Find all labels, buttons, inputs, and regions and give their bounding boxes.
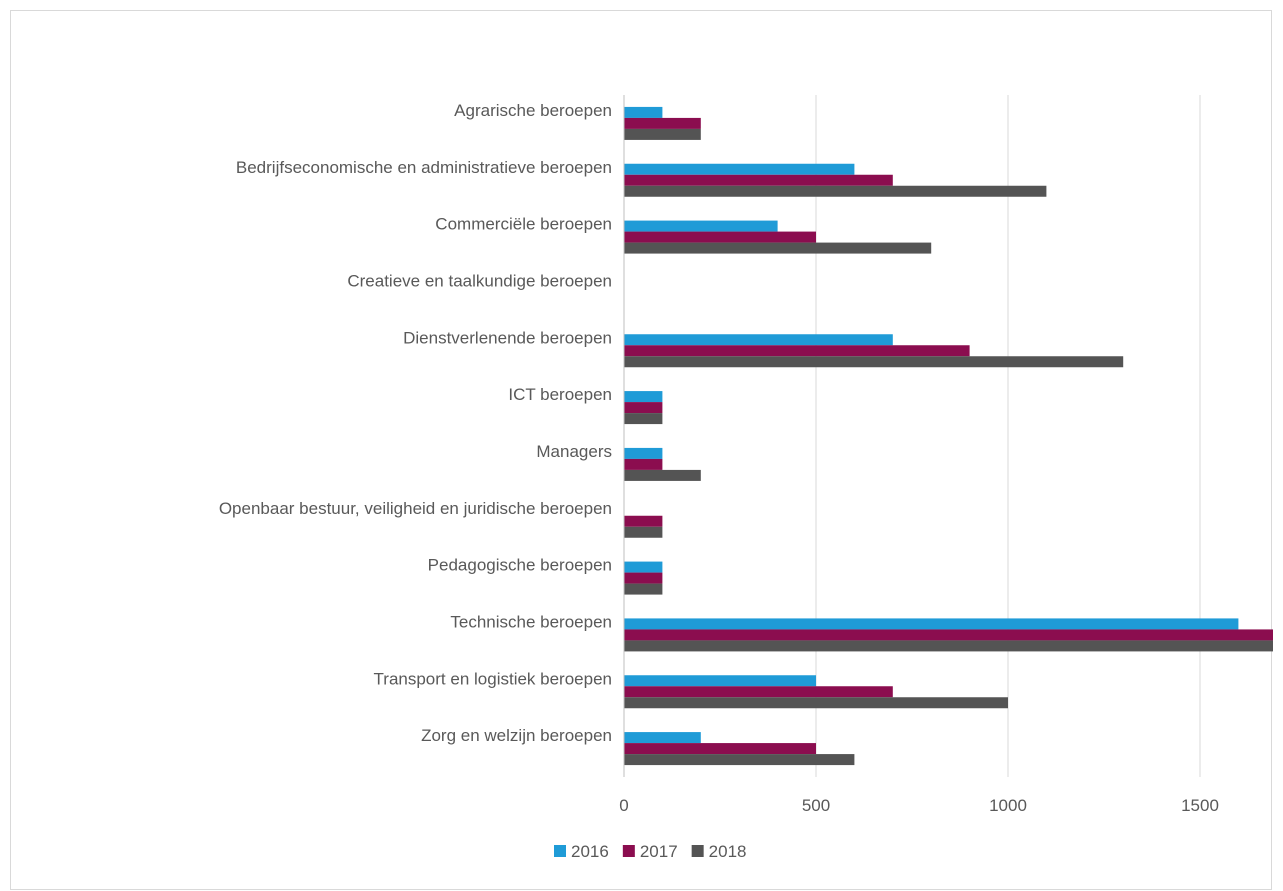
- bar-bedrijfseconomische-en-administratieve-beroepen-2016: [624, 163, 855, 175]
- bar-dienstverlenende-beroepen-2016: [624, 334, 893, 346]
- bar-dienstverlenende-beroepen-2018: [624, 356, 1124, 368]
- legend-swatch-2018: [691, 845, 704, 857]
- bar-bedrijfseconomische-en-administratieve-beroepen-2017: [624, 174, 893, 186]
- tick-label-1500: 1500: [1181, 796, 1219, 815]
- bar-dienstverlenende-beroepen-2017: [624, 345, 970, 357]
- bar-agrarische-beroepen-2016: [624, 106, 663, 118]
- category-label-ict-beroepen: ICT beroepen: [508, 385, 612, 404]
- legend-label-2018: 2018: [709, 842, 747, 861]
- bar-ict-beroepen-2017: [624, 402, 663, 414]
- bar-openbaar-bestuur-veiligheid-en-juridische-beroepen-2018: [624, 526, 663, 538]
- bar-technische-beroepen-2018: [624, 640, 1273, 652]
- legend-swatch-2016: [554, 845, 566, 857]
- bar-ict-beroepen-2018: [624, 413, 663, 425]
- category-label-openbaar-bestuur-veiligheid-en-juridische-beroepen: Openbaar bestuur, veiligheid en juridisc…: [219, 499, 612, 518]
- bar-zorg-en-welzijn-beroepen-2016: [624, 732, 701, 744]
- bar-bedrijfseconomische-en-administratieve-beroepen-2018: [624, 185, 1047, 197]
- bar-zorg-en-welzijn-beroepen-2017: [624, 743, 816, 755]
- category-label-dienstverlenende-beroepen: Dienstverlenende beroepen: [403, 328, 612, 347]
- bar-commerciele-beroepen-2016: [624, 220, 778, 232]
- bar-zorg-en-welzijn-beroepen-2018: [624, 754, 855, 766]
- bar-technische-beroepen-2016: [624, 618, 1239, 630]
- category-label-pedagogische-beroepen: Pedagogische beroepen: [428, 556, 612, 575]
- category-label-managers: Managers: [536, 442, 612, 461]
- legend-label-2016: 2016: [571, 842, 609, 861]
- bar-technische-beroepen-2017: [624, 629, 1273, 641]
- tick-label-1000: 1000: [989, 796, 1027, 815]
- bar-agrarische-beroepen-2018: [624, 128, 701, 140]
- bar-transport-en-logistiek-beroepen-2016: [624, 675, 816, 687]
- bars: [624, 106, 1273, 766]
- bar-pedagogische-beroepen-2017: [624, 572, 663, 584]
- category-label-commerciele-beroepen: Commerciële beroepen: [435, 215, 612, 234]
- bar-commerciele-beroepen-2018: [624, 242, 932, 254]
- category-label-agrarische-beroepen: Agrarische beroepen: [454, 101, 612, 120]
- bar-openbaar-bestuur-veiligheid-en-juridische-beroepen-2017: [624, 515, 663, 527]
- category-label-creatieve-en-taalkundige-beroepen: Creatieve en taalkundige beroepen: [347, 271, 612, 290]
- bar-managers-2017: [624, 458, 663, 470]
- category-label-technische-beroepen: Technische beroepen: [450, 612, 612, 631]
- bar-pedagogische-beroepen-2018: [624, 583, 663, 595]
- legend-swatch-2017: [622, 845, 635, 857]
- bar-agrarische-beroepen-2017: [624, 117, 701, 129]
- tick-labels: 050010001500200025003000: [619, 796, 1219, 815]
- bar-transport-en-logistiek-beroepen-2018: [624, 697, 1008, 709]
- bar-transport-en-logistiek-beroepen-2017: [624, 686, 893, 698]
- tick-label-0: 0: [619, 796, 628, 815]
- category-label-bedrijfseconomische-en-administratieve-beroepen: Bedrijfseconomische en administratieve b…: [236, 158, 612, 177]
- legend-label-2017: 2017: [640, 842, 678, 861]
- category-label-transport-en-logistiek-beroepen: Transport en logistiek beroepen: [374, 669, 612, 688]
- bar-managers-2016: [624, 447, 663, 459]
- bar-chart: Agrarische beroepen Bedrijfseconomische e…: [219, 95, 1273, 861]
- tick-label-500: 500: [802, 796, 830, 815]
- bar-managers-2018: [624, 469, 701, 481]
- bar-commerciele-beroepen-2017: [624, 231, 816, 243]
- bar-pedagogische-beroepen-2016: [624, 561, 663, 573]
- chart-frame: Agrarische beroepen Bedrijfseconomische e…: [10, 10, 1273, 890]
- legend: 2016 2017 2018: [554, 842, 746, 861]
- gridlines: [815, 95, 1201, 777]
- category-labels: Agrarische beroepen Bedrijfseconomische e…: [219, 101, 612, 745]
- category-label-zorg-en-welzijn-beroepen: Zorg en welzijn beroepen: [421, 726, 612, 745]
- bar-ict-beroepen-2016: [624, 391, 663, 403]
